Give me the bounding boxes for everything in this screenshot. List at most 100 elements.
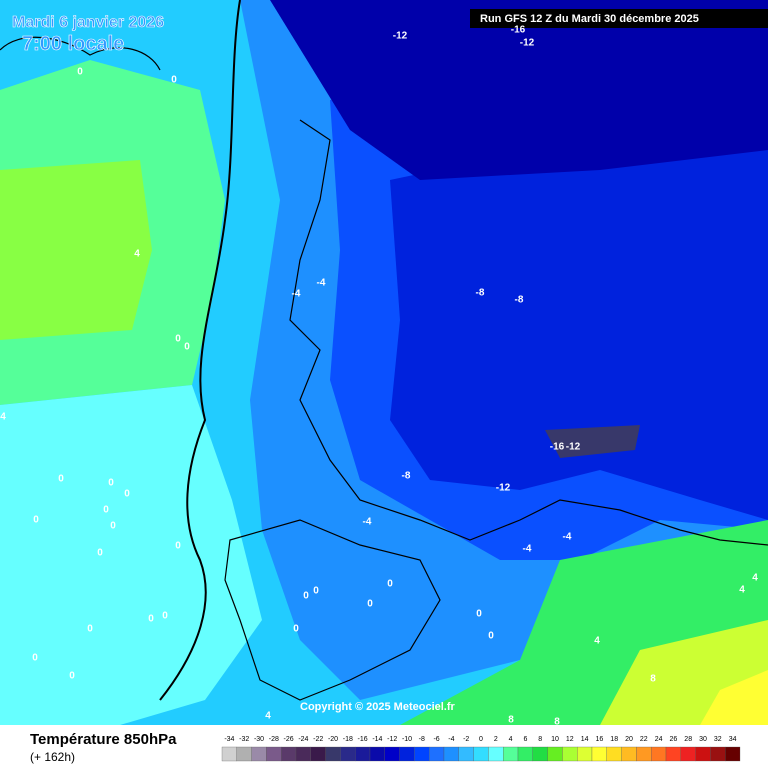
legend-tick: -10 [402, 736, 412, 743]
legend-tick: -32 [239, 736, 249, 743]
legend-swatch [310, 746, 326, 762]
legend-tick: 14 [581, 736, 589, 743]
contour-label: 0 [77, 67, 83, 78]
legend-tick: 18 [610, 736, 618, 743]
legend-swatch [710, 746, 726, 762]
contour-label: -16 [550, 442, 565, 453]
contour-label: 4 [134, 249, 140, 260]
legend-tick: 2 [494, 736, 498, 743]
legend-tick: 16 [596, 736, 604, 743]
legend-tick: -18 [343, 736, 353, 743]
legend-tick: -30 [254, 736, 264, 743]
legend-swatch [266, 746, 282, 762]
legend-tick: -20 [328, 736, 338, 743]
legend-swatch [355, 746, 371, 762]
legend-swatch [221, 746, 237, 762]
contour-label: 0 [87, 624, 93, 635]
contour-label: 4 [739, 585, 745, 596]
contour-label: 0 [69, 671, 75, 682]
legend-tick: -8 [419, 736, 425, 743]
contour-label: 0 [367, 599, 373, 610]
contour-label: 0 [32, 653, 38, 664]
footer-lead: (+ 162h) [30, 750, 75, 764]
legend-swatch [665, 746, 681, 762]
contour-label: 0 [387, 579, 393, 590]
contour-label: 0 [108, 478, 114, 489]
contour-label: 0 [303, 591, 309, 602]
legend-tick: -6 [433, 736, 439, 743]
legend-swatch [517, 746, 533, 762]
contour-label: 8 [508, 715, 514, 726]
legend-swatch [725, 746, 741, 762]
isotherm [159, 0, 241, 701]
footer-title: Température 850hPa [30, 731, 177, 748]
contour-label: 0 [33, 515, 39, 526]
contour-label: -4 [292, 289, 301, 300]
contour-label: 0 [171, 75, 177, 86]
legend-tick: 12 [566, 736, 574, 743]
legend-swatch [577, 746, 593, 762]
arctic-zone [270, 0, 768, 180]
legend-tick: 10 [551, 736, 559, 743]
legend-swatch [251, 746, 267, 762]
legend-swatch [414, 746, 430, 762]
legend-swatch [443, 746, 459, 762]
contour-label: 0 [476, 609, 482, 620]
legend-tick: -24 [298, 736, 308, 743]
contour-label: -8 [515, 295, 524, 306]
contour-label: 0 [175, 334, 181, 345]
contour-label: -12 [393, 31, 408, 42]
contour-label: 4 [594, 636, 600, 647]
run-box [470, 9, 768, 28]
legend-tick: -16 [358, 736, 368, 743]
contour-label: -12 [520, 38, 535, 49]
legend-swatch [325, 746, 341, 762]
contour-label: 0 [124, 489, 130, 500]
map-time: 7:00 locale [22, 33, 124, 55]
legend-swatch [369, 746, 385, 762]
coldest-zone [390, 100, 768, 520]
legend-swatch [458, 746, 474, 762]
contour-label: 8 [650, 674, 656, 685]
legend-swatch [281, 746, 297, 762]
legend-tick: -14 [372, 736, 382, 743]
contour-label: 0 [58, 474, 64, 485]
legend-tick: 34 [729, 736, 737, 743]
legend-swatch [429, 746, 445, 762]
legend-tick: 22 [640, 736, 648, 743]
legend-tick: 24 [655, 736, 663, 743]
contour-label: 0 [148, 614, 154, 625]
legend-tick: 6 [523, 736, 527, 743]
contour-label: -4 [563, 532, 572, 543]
legend-swatch [503, 746, 519, 762]
legend-swatch [473, 746, 489, 762]
legend-swatch [384, 746, 400, 762]
legend-tick: -28 [269, 736, 279, 743]
legend-swatch [399, 746, 415, 762]
contour-label: 0 [97, 548, 103, 559]
legend-swatch [636, 746, 652, 762]
map-date: Mardi 6 janvier 2026 [12, 14, 164, 31]
legend-swatch [340, 746, 356, 762]
contour-label: -12 [566, 442, 581, 453]
legend-tick: -22 [313, 736, 323, 743]
contour-label: 0 [110, 521, 116, 532]
legend-swatch [547, 746, 563, 762]
legend-swatch [651, 746, 667, 762]
contour-label: 0 [103, 505, 109, 516]
south-hot [700, 670, 768, 725]
legend-tick: 4 [509, 736, 513, 743]
legend-swatch [236, 746, 252, 762]
run-info: Run GFS 12 Z du Mardi 30 décembre 2025 [480, 13, 699, 25]
contour-label: -4 [363, 517, 372, 528]
contour-label: -16 [511, 25, 526, 36]
contour-label: -8 [402, 471, 411, 482]
legend-swatch [695, 746, 711, 762]
legend-tick: -12 [387, 736, 397, 743]
legend-tick: 32 [714, 736, 722, 743]
contour-label: -12 [496, 483, 511, 494]
legend-tick: -34 [224, 736, 234, 743]
legend-tick: 20 [625, 736, 633, 743]
legend-tick: 28 [684, 736, 692, 743]
